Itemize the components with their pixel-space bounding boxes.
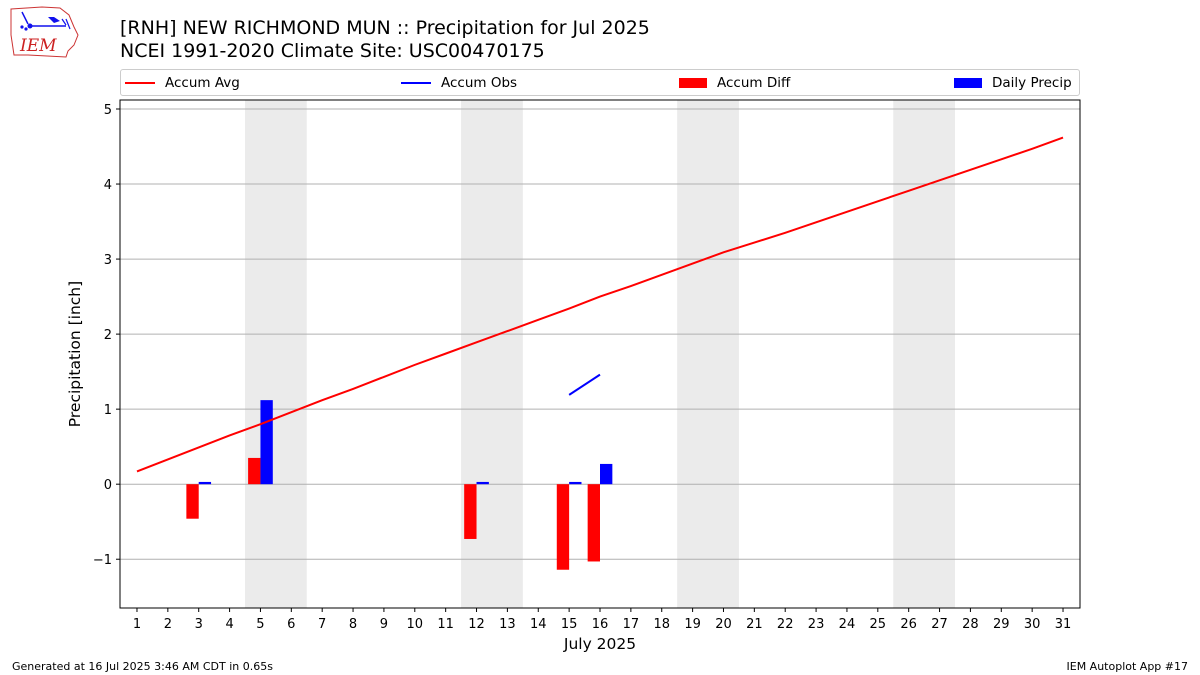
legend-item-accum-diff: Accum Diff: [679, 70, 790, 95]
x-tick-label: 7: [318, 617, 326, 632]
daily-precip-bar: [476, 481, 489, 485]
x-tick-label: 28: [962, 617, 979, 632]
weekend-band: [245, 100, 307, 608]
y-tick-label: 0: [104, 478, 112, 493]
legend-label: Accum Diff: [717, 74, 791, 91]
x-tick-label: 21: [746, 617, 763, 632]
x-tick-label: 11: [437, 617, 454, 632]
x-tick-label: 6: [287, 617, 295, 632]
legend-item-daily-precip: Daily Precip: [954, 70, 1072, 95]
legend-swatch: [125, 81, 155, 84]
accum-diff-bar: [556, 484, 570, 570]
legend-item-accum-obs: Accum Obs: [401, 70, 517, 95]
footer-app: IEM Autoplot App #17: [1066, 660, 1189, 673]
accum-diff-bar: [248, 457, 261, 485]
accum-diff-bar: [186, 484, 199, 519]
accum-obs-line: [568, 373, 601, 396]
iem-logo: IEM: [10, 6, 79, 58]
x-tick-label: 16: [592, 617, 609, 632]
legend: Accum Avg Accum Obs Accum Diff Daily Pre…: [120, 69, 1080, 96]
x-tick-label: 14: [530, 617, 547, 632]
x-tick-label: 30: [1024, 617, 1041, 632]
x-tick-label: 24: [839, 617, 856, 632]
legend-swatch: [954, 77, 982, 88]
daily-precip-bar: [198, 481, 212, 485]
x-axis-label: July 2025: [563, 635, 636, 653]
x-tick-label: 5: [256, 617, 264, 632]
x-tick-label: 23: [808, 617, 825, 632]
x-tick-label: 4: [225, 617, 233, 632]
plot-frame: [119, 99, 1081, 609]
accum-diff-bar: [464, 484, 477, 539]
y-axis-label: Precipitation [inch]: [66, 281, 84, 427]
legend-label: Daily Precip: [992, 74, 1072, 91]
x-tick-label: 26: [900, 617, 917, 632]
chart-subtitle: NCEI 1991-2020 Climate Site: USC00470175: [120, 40, 545, 62]
weekend-band: [893, 100, 955, 608]
x-tick-label: 12: [468, 617, 485, 632]
x-tick-label: 18: [653, 617, 670, 632]
y-tick-label: 4: [104, 178, 112, 193]
chart-title: [RNH] NEW RICHMOND MUN :: Precipitation …: [120, 17, 650, 39]
weekend-band: [461, 100, 523, 608]
x-tick-label: 31: [1055, 617, 1072, 632]
daily-precip-bar: [600, 463, 613, 485]
x-tick-label: 2: [164, 617, 172, 632]
daily-precip-bar: [260, 400, 273, 485]
weekend-band: [677, 100, 739, 608]
x-tick-label: 13: [499, 617, 516, 632]
x-tick-label: 3: [195, 617, 203, 632]
x-tick-label: 8: [349, 617, 357, 632]
y-tick-label: 2: [104, 328, 112, 343]
y-tick-label: 1: [104, 403, 112, 418]
x-tick-label: 15: [561, 617, 578, 632]
legend-label: Accum Obs: [441, 74, 518, 91]
accum-avg-line: [136, 136, 1064, 473]
legend-label: Accum Avg: [165, 74, 240, 91]
x-tick-label: 29: [993, 617, 1010, 632]
legend-swatch: [679, 77, 707, 88]
footer-generated: Generated at 16 Jul 2025 3:46 AM CDT in …: [12, 660, 273, 673]
x-tick-label: 10: [407, 617, 424, 632]
legend-item-accum-avg: Accum Avg: [125, 70, 240, 95]
logo-text: IEM: [19, 36, 57, 56]
x-tick-label: 19: [684, 617, 701, 632]
x-tick-label: 1: [133, 617, 141, 632]
daily-precip-bar: [569, 481, 582, 485]
accum-diff-bar: [587, 484, 600, 562]
x-tick-label: 9: [380, 617, 388, 632]
x-tick-label: 17: [623, 617, 640, 632]
y-tick-label: 5: [104, 103, 112, 118]
x-tick-label: 20: [715, 617, 732, 632]
x-tick-label: 27: [931, 617, 948, 632]
y-tick-label: 3: [104, 253, 112, 268]
x-tick-label: 25: [870, 617, 887, 632]
x-tick-label: 22: [777, 617, 794, 632]
legend-swatch: [401, 81, 431, 84]
y-tick-label: −1: [93, 553, 112, 568]
